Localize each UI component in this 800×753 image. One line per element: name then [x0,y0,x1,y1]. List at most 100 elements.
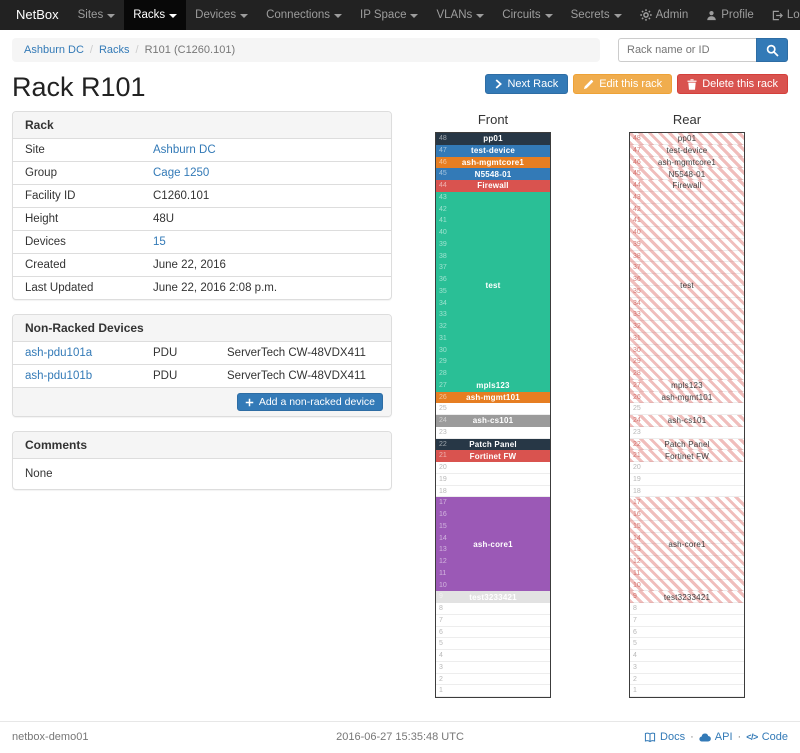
footer-link-docs[interactable]: Docs [644,731,685,743]
code-icon: </> [746,732,758,742]
user-nav-log-out[interactable]: Log out [763,0,800,30]
rack-device-firewall[interactable]: Firewall [630,180,744,192]
unit-number: 11 [633,569,641,577]
edit-this-rack-button[interactable]: Edit this rack [573,74,673,94]
user-nav-label: Profile [721,9,754,21]
rack-device-fortinet-fw[interactable]: Fortinet FW [436,450,550,462]
device-link-ash-pdu101b[interactable]: ash-pdu101b [25,370,93,382]
rack-device-ash-mgmtcore1[interactable]: ash-mgmtcore1 [436,156,550,169]
footer-hostname: netbox-demo01 [12,731,89,743]
unit-number: 42 [633,205,641,213]
rack-device-label: N5548-01 [474,169,512,179]
unit-number: 34 [439,299,447,307]
rack-device-ash-core1[interactable]: ash-core1 [436,497,550,592]
caret-down-icon [240,13,249,18]
rack-device-ash-cs101[interactable]: ash-cs101 [630,415,744,427]
rack-device-patch-panel[interactable]: Patch Panel [630,438,744,451]
unit-number: 28 [439,370,447,377]
rack-device-label: ash-cs101 [667,416,707,426]
rack-unit-slot [630,544,744,556]
add-non-racked-device-button[interactable]: Add a non-racked device [236,393,383,411]
rack-device-test3233421[interactable]: test3233421 [630,591,744,603]
nav-item-circuits[interactable]: Circuits [493,0,561,30]
breadcrumb-link-racks[interactable]: Racks [98,44,130,56]
rack-unit-slot [630,392,744,404]
rack-device-test-device[interactable]: test-device [436,144,550,157]
rack-device-test[interactable]: test [436,191,550,380]
caret-down-icon [544,13,553,18]
unit-number: 1 [633,687,637,695]
rack-device-pp01[interactable]: pp01 [436,133,550,145]
unit-number: 41 [439,217,447,225]
rack-unit-slot [436,685,550,697]
search-input[interactable] [618,38,756,62]
rack-device-ash-cs101[interactable]: ash-cs101 [436,415,550,427]
rack-device-firewall[interactable]: Firewall [436,180,550,192]
rack-unit-slot [436,603,550,615]
device-link-ash-pdu101a[interactable]: ash-pdu101a [25,347,93,359]
rack-device-mpls123[interactable]: mpls123 [630,379,744,392]
unit-number: 34 [633,299,641,307]
attr-label: Height [13,207,141,231]
user-nav-label: Log out [786,9,800,21]
rack-device-ash-core1[interactable]: ash-core1 [630,497,744,592]
unit-number: 7 [439,616,443,624]
rack-device-label: Fortinet FW [469,451,517,461]
rack-device-patch-panel[interactable]: Patch Panel [436,438,550,451]
app-brand[interactable]: NetBox [16,7,59,22]
unit-number: 29 [633,358,641,366]
rack-device-pp01[interactable]: pp01 [630,133,744,145]
rack-device-ash-mgmt101[interactable]: ash-mgmt101 [630,391,744,404]
search-button[interactable] [756,38,788,62]
user-nav-profile[interactable]: Profile [697,0,763,30]
rack-device-label: test-device [471,146,515,156]
attr-label: Last Updated [13,276,141,299]
rack-attr-row-devices: Devices 15 [13,230,391,254]
rack-device-test-device[interactable]: test-device [630,144,744,157]
rack-device-ash-mgmtcore1[interactable]: ash-mgmtcore1 [630,156,744,169]
unit-number: 32 [439,323,447,330]
rack-device-ash-mgmt101[interactable]: ash-mgmt101 [436,391,550,404]
rack-device-test3233421[interactable]: test3233421 [436,591,550,603]
nav-item-ip-space[interactable]: IP Space [351,0,427,30]
nav-item-devices[interactable]: Devices [186,0,257,30]
unit-number: 13 [633,546,641,554]
rack-device-label: test3233421 [469,592,517,602]
caret-down-icon [334,13,343,18]
elevations-column: Front pp01 test-device ash-mgmtcore1 N5548-… [392,111,788,698]
device-model-cell: ServerTech CW-48VDX411 [227,347,366,359]
unit-number: 25 [439,405,447,413]
unit-number: 22 [633,440,641,448]
rack-device-mpls123[interactable]: mpls123 [436,379,550,392]
rack-unit-slot [630,215,744,227]
rack-device-n5548-01[interactable]: N5548-01 [436,168,550,180]
nav-item-sites[interactable]: Sites [69,0,125,30]
user-nav-admin[interactable]: Admin [631,0,698,30]
main-nav: Sites Racks Devices Connections IP Space VLAN… [69,0,631,30]
rack-device-fortinet-fw[interactable]: Fortinet FW [630,450,744,462]
unit-number: 37 [633,264,641,272]
rack-unit-slot [630,450,744,462]
rack-device-n5548-01[interactable]: N5548-01 [630,168,744,180]
unit-number: 2 [439,675,443,683]
attr-value: June 22, 2016 2:08 p.m. [141,276,391,299]
unit-number: 12 [633,558,641,565]
attr-value-link[interactable]: Ashburn DC [153,144,216,156]
nav-item-vlans[interactable]: VLANs [427,0,493,30]
delete-this-rack-button[interactable]: Delete this rack [677,74,788,94]
attr-value-link[interactable]: Cage 1250 [153,167,210,179]
attr-value-link[interactable]: 15 [153,236,166,248]
breadcrumb-link-ashburn-dc[interactable]: Ashburn DC [24,44,84,56]
rack-unit-slot [436,403,550,415]
rack-device-label: test3233421 [663,592,711,602]
unit-number: 3 [633,663,637,671]
nav-item-racks[interactable]: Racks [124,0,187,30]
next-rack-button[interactable]: Next Rack [485,74,569,94]
unit-number: 25 [633,405,641,413]
rack-device-test[interactable]: test [630,191,744,380]
footer-link-code[interactable]: </> Code [746,731,788,743]
nav-item-connections[interactable]: Connections [257,0,351,30]
unit-number: 39 [633,240,641,248]
nav-item-secrets[interactable]: Secrets [562,0,631,30]
footer-link-api[interactable]: API [699,731,733,743]
